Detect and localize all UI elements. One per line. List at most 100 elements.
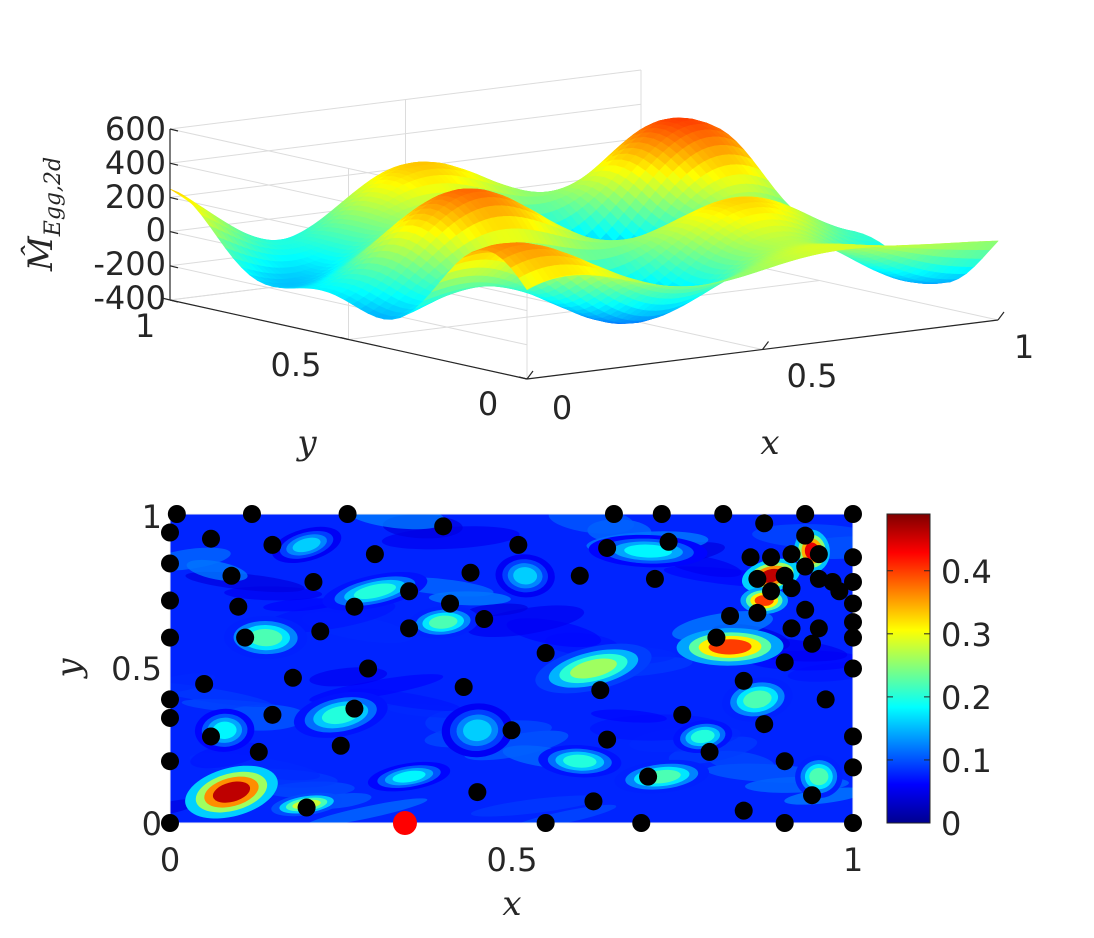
x-tick-label: 0.5: [787, 357, 838, 395]
hm-x-tick-label: 0.5: [487, 841, 538, 879]
sample-point: [195, 674, 214, 693]
sample-point: [796, 526, 815, 545]
sample-point: [400, 619, 419, 638]
sample-point: [652, 505, 671, 523]
hm-x-axis-label: x: [502, 884, 521, 924]
sample-point: [844, 548, 862, 567]
sample-point: [161, 814, 179, 832]
sample-point: [345, 699, 364, 718]
surface-mesh: [169, 117, 999, 324]
sample-point: [707, 628, 726, 647]
z-tick-label: 0: [146, 211, 166, 249]
sample-point: [263, 535, 282, 554]
sample-point: [803, 634, 822, 653]
sample-point: [748, 603, 767, 622]
sample-point: [161, 752, 179, 771]
sample-point: [475, 610, 494, 629]
sample-point: [441, 594, 460, 613]
sample-point: [570, 566, 589, 585]
z-tick-label: -200: [93, 245, 166, 283]
sample-point: [762, 548, 781, 567]
z-axis-label-main: M̂: [20, 235, 61, 272]
colorbar-tick-label: 0.4: [941, 553, 992, 591]
sample-point: [659, 532, 678, 551]
colorbar-tick-label: 0.3: [941, 616, 992, 654]
y-tick-label: 0.5: [271, 346, 322, 384]
sample-point: [844, 814, 862, 832]
hm-y-tick-label: 0: [142, 805, 162, 843]
sample-point: [297, 798, 316, 817]
sample-point: [201, 727, 220, 746]
sample-point: [844, 628, 862, 647]
sample-point: [809, 619, 828, 638]
sample-point: [161, 591, 179, 610]
sample-point: [468, 783, 487, 802]
hm-x-tick-label: 1: [843, 841, 863, 879]
sample-point: [365, 545, 384, 564]
sample-point: [844, 613, 862, 632]
sample-point: [161, 690, 179, 709]
sample-point: [229, 597, 248, 616]
sample-point: [782, 579, 801, 598]
sample-point: [461, 563, 480, 582]
sample-point: [782, 619, 801, 638]
y-tick-label: 1: [135, 307, 155, 345]
x-tick-label: 0: [552, 389, 572, 427]
sample-point: [161, 523, 179, 542]
sample-point: [632, 814, 651, 832]
sample-point: [434, 517, 453, 536]
sample-point: [775, 653, 794, 672]
sample-point: [604, 505, 623, 523]
z-axis-label-sub: Egg,2d: [41, 157, 66, 237]
svg-text:M̂Egg,2d: M̂Egg,2d: [20, 157, 66, 272]
colorbar-tick-label: 0: [941, 805, 961, 843]
sample-point: [161, 554, 179, 573]
sample-point: [645, 569, 664, 588]
sample-point: [775, 814, 794, 832]
sample-point: [844, 572, 862, 591]
sample-point: [584, 792, 603, 811]
sample-point: [748, 569, 767, 588]
sample-point: [359, 659, 378, 678]
sample-point: [536, 644, 555, 663]
sample-point: [673, 705, 692, 724]
sample-point: [161, 628, 179, 647]
sample-point: [283, 668, 302, 687]
y-tick-label: 0: [478, 385, 498, 423]
sample-point: [249, 742, 268, 761]
highlight-point: [392, 811, 417, 835]
hm-y-tick-label: 1: [142, 498, 162, 536]
sample-point: [803, 786, 822, 805]
sample-point: [796, 557, 815, 576]
sample-point: [762, 582, 781, 601]
sample-point: [844, 758, 862, 777]
hm-y-axis-label: y: [49, 658, 89, 680]
sample-point: [263, 705, 282, 724]
surface-plot: 600 400 200 0 -200 -400 1 0.5 0 0 0.5 1 …: [20, 69, 1034, 463]
x-axis-tick: [997, 311, 1005, 321]
sample-point: [536, 814, 555, 832]
sample-point: [591, 681, 610, 700]
y-axis-label: y: [295, 423, 317, 463]
colorbar: [886, 513, 931, 824]
sample-point: [755, 715, 774, 734]
sample-point: [755, 514, 774, 533]
z-tick-label: 600: [105, 110, 166, 148]
sample-point: [734, 671, 753, 690]
sample-point: [816, 690, 835, 709]
sample-point: [796, 600, 815, 619]
sample-point: [598, 730, 617, 749]
sample-point: [741, 548, 760, 567]
sample-point: [338, 505, 357, 523]
sample-point: [844, 727, 862, 746]
sample-point: [700, 742, 719, 761]
colorbar-tick-label: 0.2: [941, 679, 992, 717]
x-tick-label: 1: [1014, 328, 1034, 366]
sample-point: [400, 582, 419, 601]
sample-point: [844, 659, 862, 678]
sample-point: [844, 505, 862, 523]
heatmap-plot: 1 0.5 0 0 0.5 1 x y 0 0.1 0.2 0.3 0.4: [49, 498, 992, 924]
sample-point: [222, 566, 241, 585]
sample-point: [714, 505, 733, 523]
